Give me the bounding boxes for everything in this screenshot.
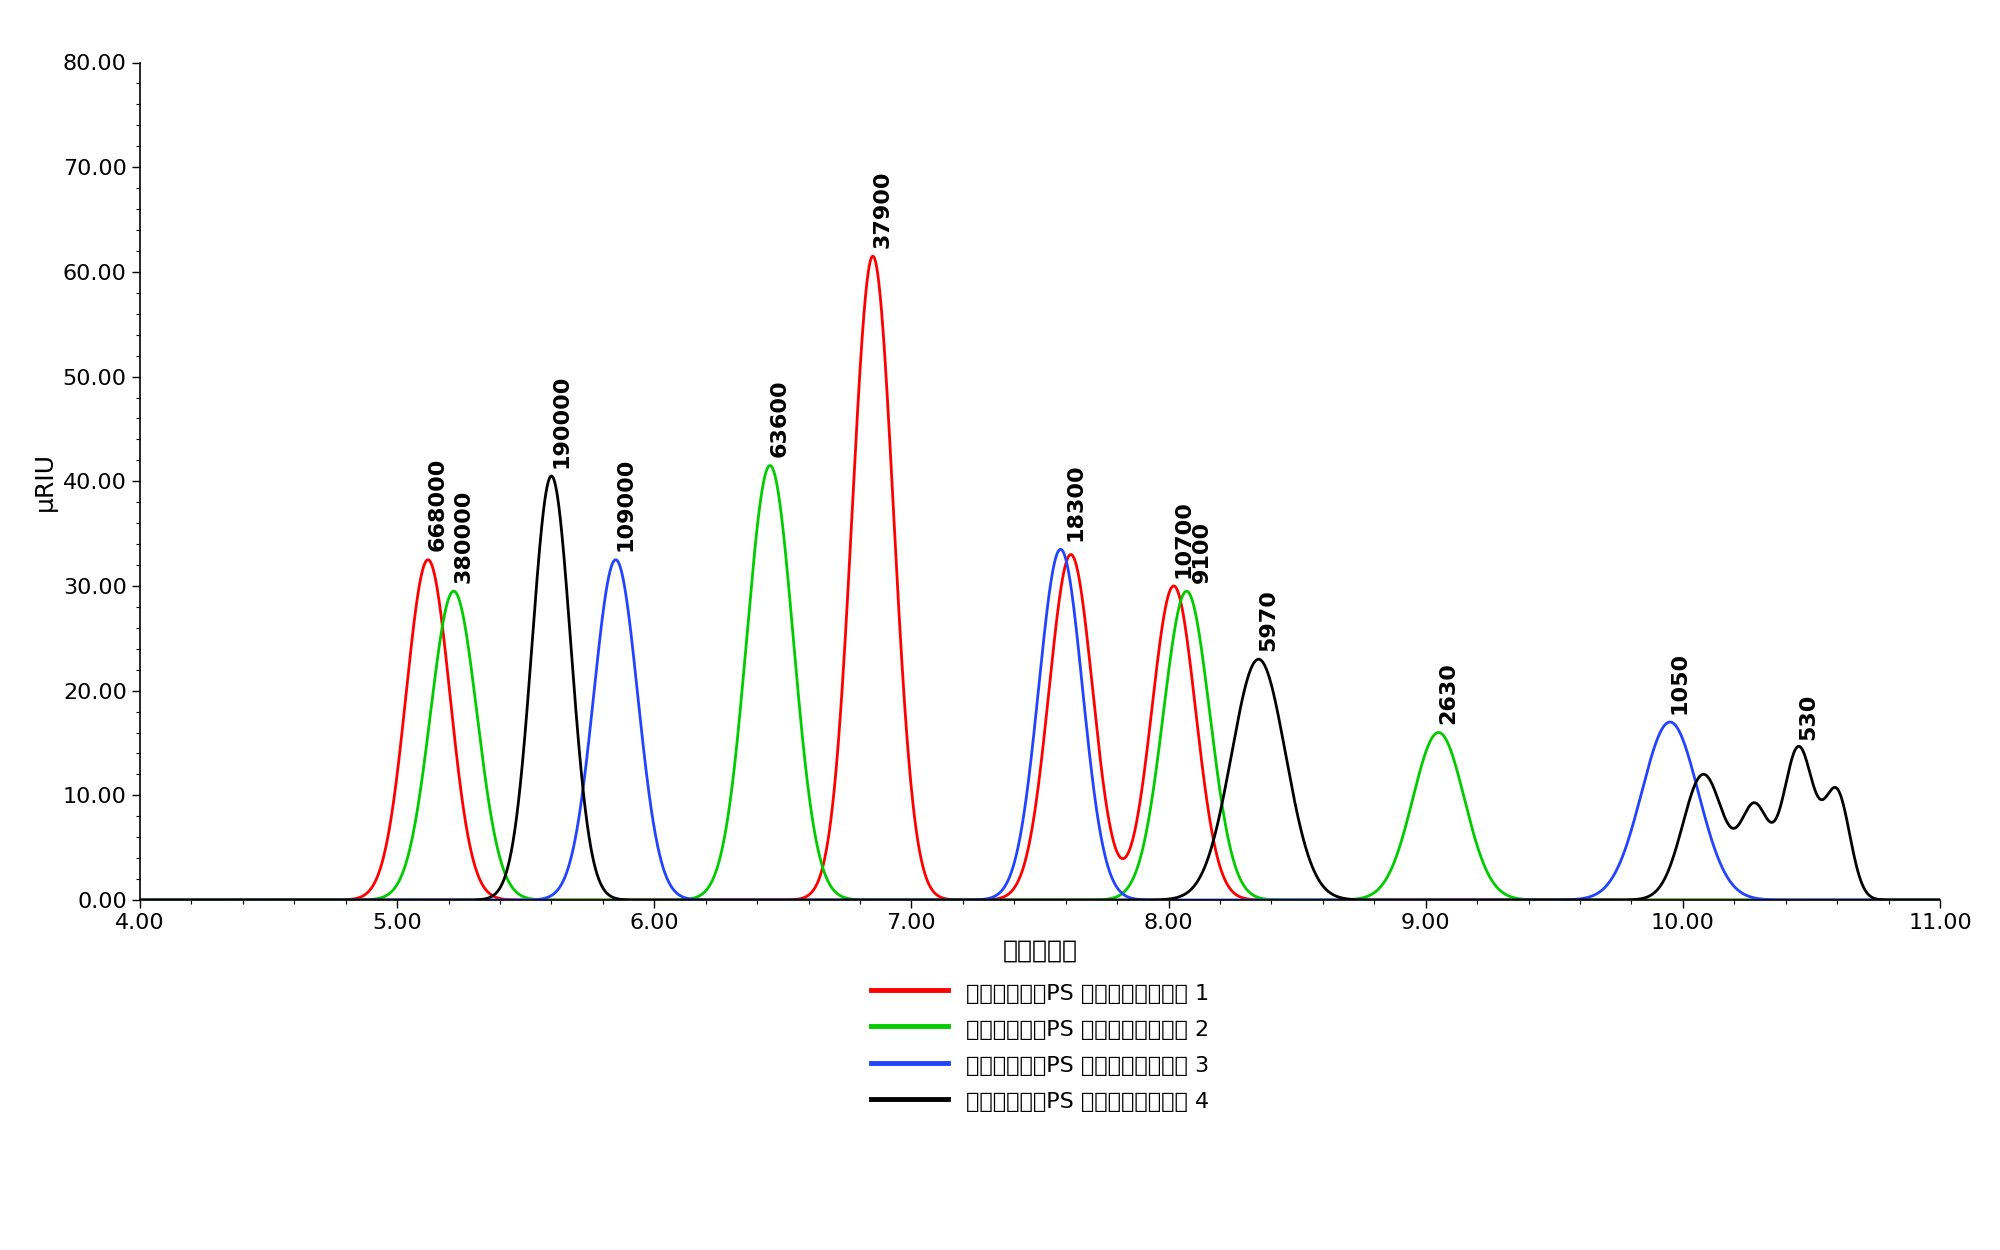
Text: 380000: 380000	[454, 490, 474, 582]
Text: 1050: 1050	[1670, 651, 1690, 714]
Text: 2630: 2630	[1438, 662, 1458, 724]
Text: 530: 530	[1798, 694, 1818, 740]
Text: 5970: 5970	[1258, 589, 1278, 651]
Text: 18300: 18300	[1066, 464, 1086, 541]
Text: 9100: 9100	[1192, 521, 1212, 582]
Text: 10700: 10700	[1174, 500, 1194, 578]
X-axis label: 時間（分）: 時間（分）	[1002, 939, 1078, 962]
Legend: サンプル名：PS 標準試料グループ 1, サンプル名：PS 標準試料グループ 2, サンプル名：PS 標準試料グループ 3, サンプル名：PS 標準試料グループ: サンプル名：PS 標準試料グループ 1, サンプル名：PS 標準試料グループ 2…	[860, 970, 1220, 1124]
Text: 668000: 668000	[428, 458, 448, 551]
Text: 109000: 109000	[616, 458, 636, 551]
Y-axis label: μRIU: μRIU	[34, 451, 58, 511]
Text: 190000: 190000	[552, 374, 572, 468]
Text: 63600: 63600	[770, 380, 790, 458]
Text: 37900: 37900	[872, 170, 892, 248]
